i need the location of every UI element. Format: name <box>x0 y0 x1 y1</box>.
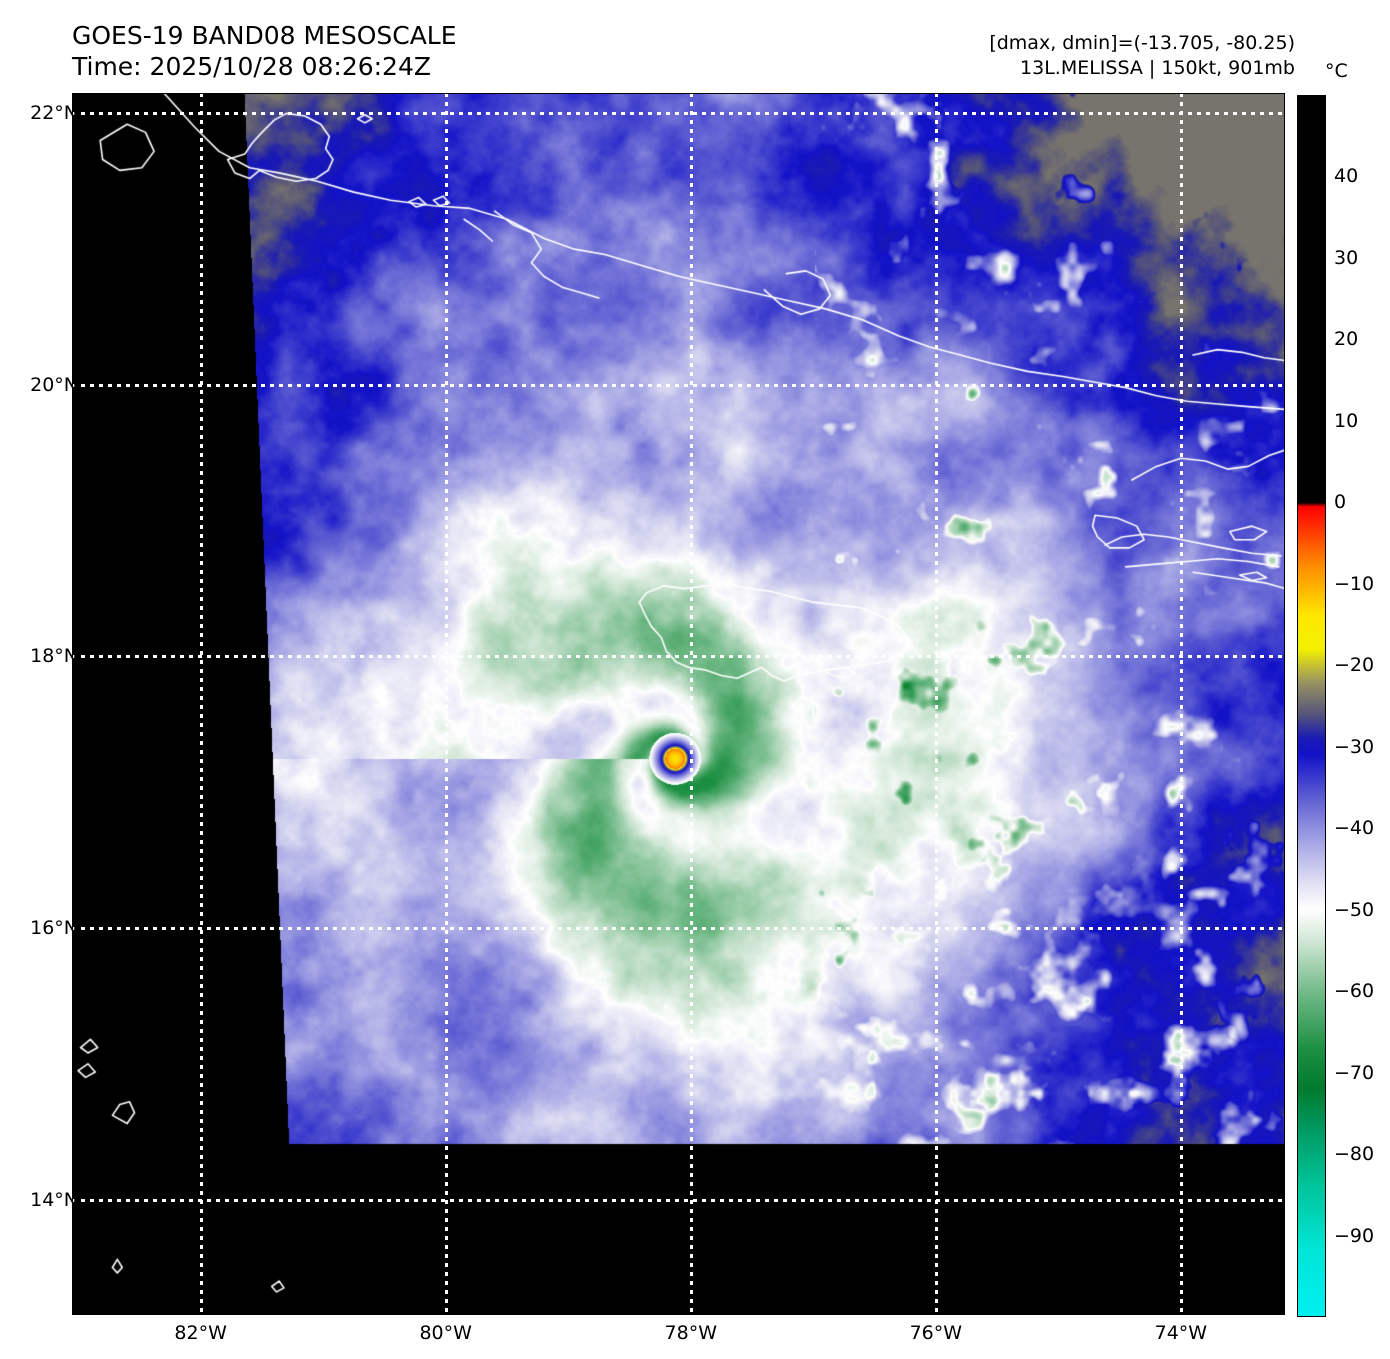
storm-info-label: 13L.MELISSA | 150kt, 901mb <box>1020 57 1295 79</box>
colorbar-tick-label: −10 <box>1334 572 1375 595</box>
latitude-tick-label: 14°N <box>30 1188 78 1211</box>
colorbar-tick-label: −20 <box>1334 654 1375 677</box>
page-title: GOES-19 BAND08 MESOSCALE Time: 2025/10/2… <box>72 20 457 82</box>
longitude-tick-label: 80°W <box>419 1322 472 1344</box>
longitude-tick-label: 76°W <box>909 1322 963 1344</box>
longitude-tick-label: 82°W <box>174 1322 227 1344</box>
temperature-colorbar <box>1297 95 1326 1317</box>
colorbar-unit-label: °C <box>1325 60 1348 82</box>
colorbar-tick-label: −40 <box>1334 817 1375 840</box>
colorbar-tick-label: −60 <box>1334 980 1375 1003</box>
colorbar-gradient <box>1298 96 1325 1316</box>
latitude-tick-label: 22°N <box>30 102 78 125</box>
infrared-satellite-image <box>72 93 1285 1315</box>
header-annotations: [dmax, dmin]=(-13.705, -80.25) 13L.MELIS… <box>989 31 1295 81</box>
colorbar-tick-label: 0 <box>1334 491 1347 514</box>
colorbar-tick-label: −50 <box>1334 898 1375 921</box>
title-line: GOES-19 BAND08 MESOSCALE <box>72 21 457 50</box>
latitude-tick-label: 16°N <box>30 917 78 940</box>
colorbar-tick-label: −90 <box>1334 1224 1375 1247</box>
colorbar-tick-label: 10 <box>1334 409 1359 432</box>
colorbar-tick-label: −80 <box>1334 1143 1375 1166</box>
colorbar-tick-label: 40 <box>1334 165 1359 188</box>
latitude-tick-label: 20°N <box>30 373 78 396</box>
colorbar-tick-label: 30 <box>1334 246 1359 269</box>
longitude-tick-label: 78°W <box>664 1322 717 1344</box>
colorbar-tick-label: −30 <box>1334 735 1375 758</box>
colorbar-tick-label: 20 <box>1334 328 1359 351</box>
timestamp-line: Time: 2025/10/28 08:26:24Z <box>72 52 431 81</box>
satellite-map-plot: Copyright © 2020-2025 Dapiya <box>72 93 1285 1315</box>
dmax-dmin-label: [dmax, dmin]=(-13.705, -80.25) <box>989 32 1295 54</box>
colorbar-tick-label: −70 <box>1334 1061 1375 1084</box>
longitude-tick-label: 74°W <box>1154 1322 1208 1344</box>
latitude-tick-label: 18°N <box>30 645 78 668</box>
